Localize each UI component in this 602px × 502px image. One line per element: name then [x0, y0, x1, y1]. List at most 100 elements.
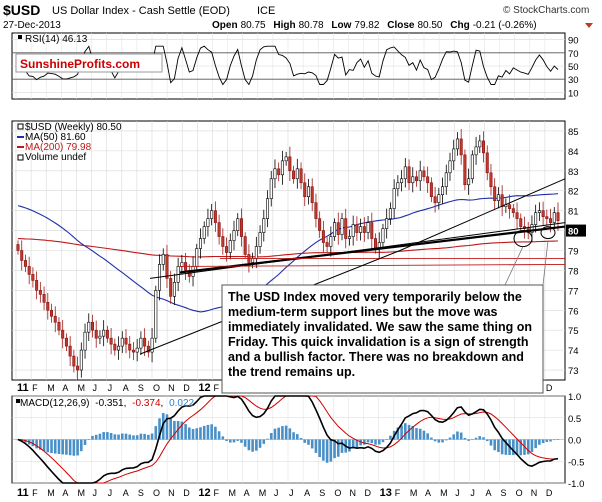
candle-body: [262, 218, 266, 233]
macd-histogram-bar: [68, 439, 72, 456]
candle-body: [310, 186, 314, 203]
candle-body: [76, 365, 80, 371]
x-tick-label-bottom: A: [123, 488, 129, 498]
x-tick-label-bottom: 13: [380, 487, 392, 499]
x-tick-label-bottom: F: [213, 488, 219, 498]
x-tick-label-bottom: D: [183, 488, 190, 498]
macd-histogram-bar: [292, 432, 295, 440]
x-tick-label-bottom: 11: [17, 487, 29, 499]
symbol-title: $USD: [3, 2, 40, 18]
macd-histogram-bar: [374, 439, 377, 445]
candle-body: [213, 210, 217, 223]
macd-histogram-bar: [422, 430, 426, 440]
x-tick-label: S: [138, 383, 144, 393]
macd-histogram-bar: [266, 438, 269, 440]
candle-body: [459, 138, 463, 156]
ohlc-readout: Open 80.75 High 80.78 Low 79.82 Close 80.50 …: [212, 20, 537, 31]
macd-histogram-bar: [158, 418, 161, 440]
candle-body: [329, 236, 333, 247]
macd-histogram-bar: [456, 431, 459, 440]
macd-tick-label: 0.5: [568, 414, 581, 425]
macd-histogram-bar: [519, 439, 523, 456]
macd-histogram-bar: [255, 439, 258, 451]
x-tick-label-bottom: A: [62, 488, 68, 498]
rsi-tick-label: 30: [568, 75, 579, 86]
rsi-tick-label: 70: [568, 49, 579, 60]
macd-histogram-bar: [35, 439, 38, 449]
down-arrow-icon: [585, 23, 593, 28]
candle-body: [303, 182, 307, 198]
candle-body: [366, 222, 370, 233]
annotation-line: immediately invalidated. We saw the same…: [228, 320, 532, 334]
long-trend-line-ext: [399, 178, 566, 251]
candle-body: [295, 168, 299, 180]
x-tick-label-bottom: N: [168, 488, 175, 498]
annotation-line: the trend remains up.: [228, 365, 355, 379]
macd-histogram-bar: [243, 439, 247, 447]
price-tick-label: 76: [568, 306, 579, 317]
legend-volume: Volume undef: [25, 152, 86, 163]
candle-body: [489, 172, 493, 188]
candle-body: [16, 244, 20, 251]
candle-body: [169, 278, 173, 297]
candle-body: [221, 236, 225, 247]
x-tick-label: F: [32, 383, 38, 393]
candle-body: [195, 248, 199, 267]
macd-histogram-bar: [363, 439, 366, 445]
macd-histogram-bar: [381, 439, 385, 443]
annotation-line: medium-term support lines but the move w…: [228, 305, 498, 319]
candle-body: [38, 290, 42, 295]
low-value: 79.82: [354, 20, 379, 31]
candle-body: [232, 230, 236, 241]
macd-histogram-bar: [236, 439, 240, 441]
price-highlight-box: [566, 224, 586, 237]
x-tick-label: M: [77, 383, 85, 393]
support-line-main: [179, 225, 566, 274]
candle-body: [68, 345, 72, 357]
annotation-line: and a bullish factor. There was no break…: [228, 350, 524, 364]
macd-histogram-bar: [396, 427, 400, 440]
macd-histogram-bar: [444, 439, 448, 441]
annotation-pointer: [504, 246, 524, 286]
macd-histogram-bar: [217, 431, 221, 440]
candle-body: [94, 329, 98, 339]
candle-body: [266, 198, 270, 219]
macd-label: MACD(12,26,9) -0.351, -0.374, 0.022: [20, 398, 195, 409]
macd-histogram-bar: [124, 433, 128, 440]
rsi-tick-label: 10: [568, 88, 579, 99]
candle-body: [280, 160, 284, 176]
candle-body: [351, 224, 355, 237]
ma200-line: [17, 238, 559, 258]
macd-histogram-bar: [355, 439, 359, 448]
price-tick-label: 73: [568, 366, 579, 377]
macd-histogram-bar: [530, 439, 534, 453]
friday-circle: [540, 226, 556, 240]
x-tick-label-bottom: J: [289, 488, 294, 498]
macd-histogram-bar: [418, 428, 422, 440]
macd-histogram-bar: [210, 424, 213, 440]
candle-body: [534, 212, 538, 225]
price-tick-label: 77: [568, 286, 579, 297]
x-tick-label-bottom: S: [138, 488, 144, 498]
candle-body: [485, 152, 489, 174]
price-tick-label: 74: [568, 346, 579, 357]
candle-body: [269, 178, 273, 199]
candle-body: [388, 208, 392, 219]
candle-body: [57, 321, 61, 331]
macd-histogram-bar: [541, 439, 545, 444]
macd-histogram-bar: [485, 439, 489, 442]
candle-body: [400, 178, 404, 184]
candle-body: [545, 216, 549, 219]
x-tick-label-bottom: N: [531, 488, 538, 498]
macd-histogram-bar: [206, 424, 210, 440]
candle-body: [541, 210, 545, 217]
annotation-box: [221, 284, 544, 394]
candle-layer: [16, 129, 560, 380]
candle-body: [53, 315, 57, 323]
macd-histogram-bar: [240, 439, 243, 443]
x-tick-label-bottom: A: [425, 488, 431, 498]
candle-body: [318, 218, 322, 231]
candle-body: [105, 329, 109, 339]
price-tick-label: 82: [568, 187, 579, 198]
macd-label-box: [16, 399, 20, 403]
